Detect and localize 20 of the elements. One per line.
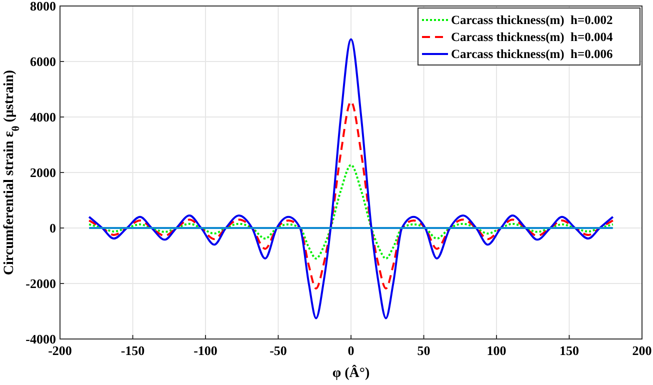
x-tick-label: 200 xyxy=(632,343,652,358)
x-tick-label: 0 xyxy=(348,343,354,358)
y-tick-label: 0 xyxy=(50,220,56,236)
x-tick-label: 100 xyxy=(486,343,506,358)
x-tick-label: -150 xyxy=(120,343,145,358)
line-series xyxy=(88,100,614,290)
line-series xyxy=(88,164,614,260)
x-tick-label: 50 xyxy=(417,343,430,358)
legend-label: Carcass thickness(m) h=0.006 xyxy=(451,47,613,61)
legend-label: Carcass thickness(m) h=0.002 xyxy=(451,13,613,27)
legend-label: Carcass thickness(m) h=0.004 xyxy=(451,30,614,44)
x-tick-label: 150 xyxy=(560,343,579,358)
x-axis-title: φ (Â°) xyxy=(332,364,370,381)
y-tick-label: 4000 xyxy=(30,110,56,124)
y-tick-label: -2000 xyxy=(26,276,56,291)
y-tick-label: 2000 xyxy=(30,165,56,180)
x-tick-label: -100 xyxy=(194,343,218,358)
y-tick-label: 8000 xyxy=(30,0,56,14)
x-tick-label: -50 xyxy=(270,343,287,358)
y-tick-label: 6000 xyxy=(30,54,56,69)
